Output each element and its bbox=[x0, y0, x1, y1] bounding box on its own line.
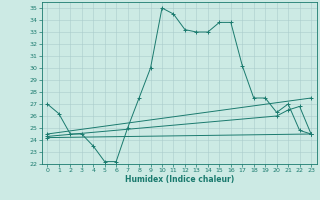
X-axis label: Humidex (Indice chaleur): Humidex (Indice chaleur) bbox=[124, 175, 234, 184]
